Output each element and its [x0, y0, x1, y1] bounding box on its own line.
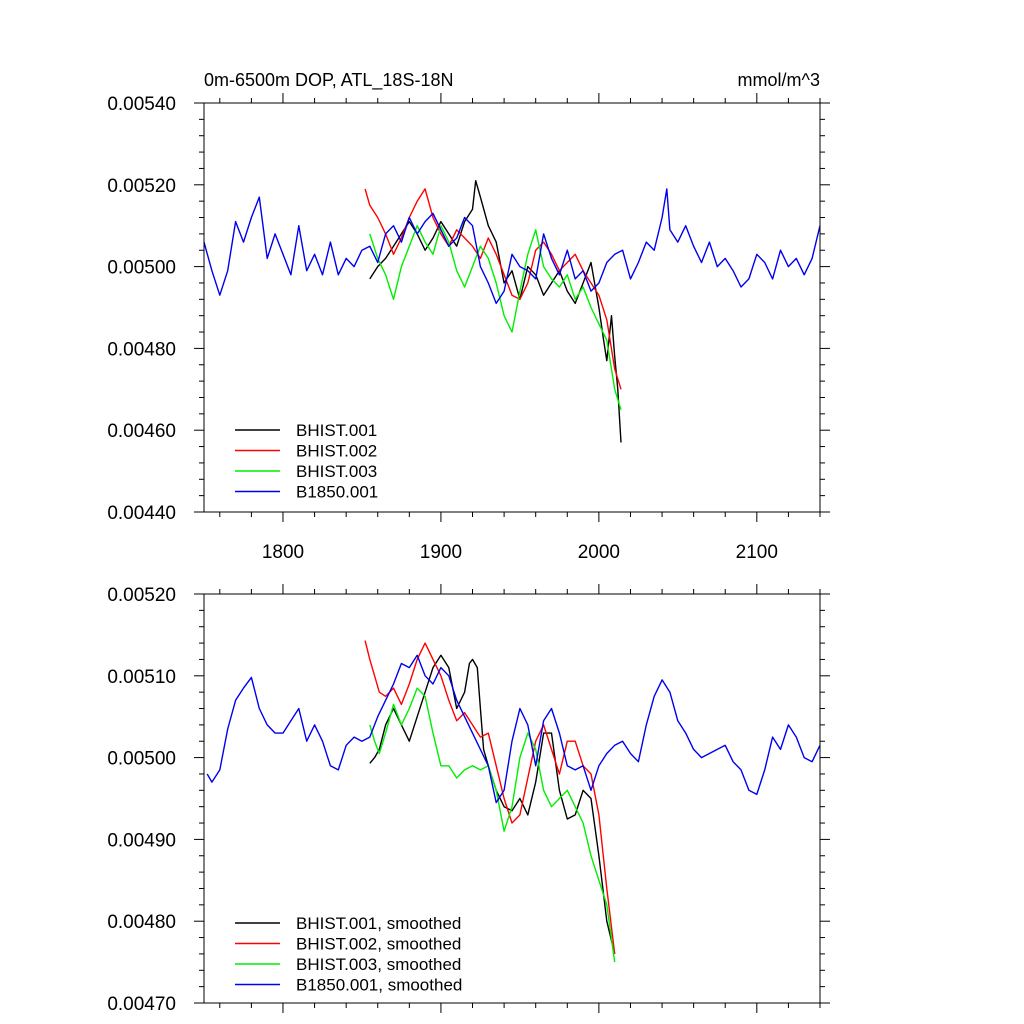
bottom-y-tick-label: 0.00470	[107, 994, 176, 1015]
top-x-tick-label: 1900	[420, 542, 462, 563]
top-x-tick-label: 1800	[262, 542, 304, 563]
top-y-tick-label: 0.00500	[107, 258, 176, 279]
bottom-legend-label: BHIST.001, smoothed	[296, 914, 461, 933]
bottom-legend-label: B1850.001, smoothed	[296, 976, 462, 995]
top-x-tick-label: 2000	[578, 542, 620, 563]
top-legend-label: BHIST.002	[296, 442, 377, 461]
bottom-y-tick-label: 0.00520	[107, 585, 176, 606]
top-y-tick-label: 0.00480	[107, 339, 176, 360]
top-legend-label: BHIST.003	[296, 462, 377, 481]
bottom-series-layer	[206, 640, 821, 963]
top-series-line-3	[369, 224, 622, 411]
bottom-plot-frame	[203, 593, 821, 1004]
top-x-tick-label: 2100	[736, 542, 778, 563]
bottom-legend: BHIST.001, smoothed BHIST.002, smoothedBH…	[235, 914, 462, 995]
bottom-legend-label: BHIST.003, smoothed	[296, 955, 461, 974]
bottom-axes-ticks: 0.00470 0.00480 0.00490 0.00500 0.00510 0.005…	[107, 584, 830, 1015]
top-legend-label: B1850.001	[296, 483, 378, 502]
bottom-y-tick-label: 0.00490	[107, 830, 176, 851]
bottom-series-line-4	[206, 654, 821, 804]
top-y-tick-label: 0.00540	[107, 94, 176, 115]
top-y-tick-label: 0.00520	[107, 176, 176, 197]
top-chart: 0m-6500m DOP, ATL_18S-18N mmol/m^3 1800 1…	[107, 70, 830, 563]
bottom-y-tick-label: 0.00480	[107, 912, 176, 933]
top-legend-label: BHIST.001	[296, 421, 377, 440]
bottom-chart: 0.00470 0.00480 0.00490 0.00500 0.00510 0.005…	[107, 584, 830, 1015]
top-axes-ticks: 1800 1900 2000 2100 0.00440 0.00460 0.00480 0.0…	[107, 93, 830, 563]
bottom-series-line-2	[364, 640, 616, 954]
bottom-y-tick-label: 0.00510	[107, 667, 176, 688]
top-chart-title: 0m-6500m DOP, ATL_18S-18N	[204, 70, 453, 91]
bottom-legend-label: BHIST.002, smoothed	[296, 935, 461, 954]
top-chart-units: mmol/m^3	[738, 70, 820, 90]
top-y-tick-label: 0.00460	[107, 421, 176, 442]
top-series-line-4	[203, 188, 821, 305]
top-y-tick-label: 0.00440	[107, 503, 176, 524]
top-plot-frame	[203, 102, 821, 513]
top-series-layer	[203, 179, 821, 443]
bottom-y-tick-label: 0.00500	[107, 749, 176, 770]
bottom-series-line-1	[369, 654, 616, 955]
